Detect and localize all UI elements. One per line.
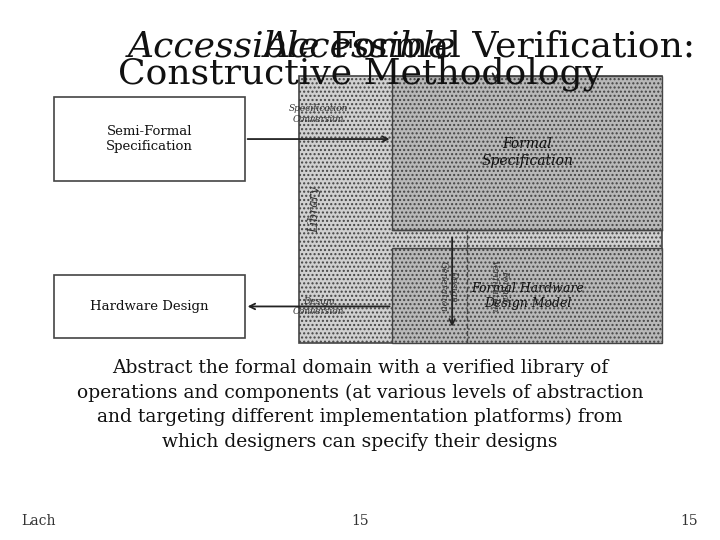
Text: Hardware Design: Hardware Design: [90, 300, 209, 313]
Bar: [299, 76, 662, 343]
Text: Formal Verification:: Formal Verification:: [320, 30, 696, 64]
Text: Design
Generation: Design Generation: [439, 261, 458, 312]
Text: Semi-Formal
Specification: Semi-Formal Specification: [106, 125, 193, 153]
Text: Constructive Methodology: Constructive Methodology: [117, 57, 603, 91]
Text: Accessible: Accessible: [128, 30, 320, 64]
Text: Library: Library: [308, 186, 321, 233]
Text: 15: 15: [351, 514, 369, 528]
Bar: [392, 248, 662, 343]
Text: 15: 15: [681, 514, 698, 528]
Text: Formal
Verification: Formal Verification: [490, 260, 508, 312]
Text: Accessible: Accessible: [264, 30, 456, 64]
Text: Specification
Conversion: Specification Conversion: [289, 104, 348, 124]
Text: Abstract the formal domain with a verified library of
operations and components : Abstract the formal domain with a verifi…: [77, 359, 643, 451]
Text: Formal
Specification: Formal Specification: [482, 138, 573, 167]
Bar: [54, 275, 245, 338]
Bar: [54, 97, 245, 181]
Text: Lach: Lach: [22, 514, 56, 528]
Text: Design
Conversion: Design Conversion: [293, 297, 344, 316]
Bar: [392, 76, 662, 230]
Text: Formal Hardware
Design Model: Formal Hardware Design Model: [471, 282, 584, 309]
